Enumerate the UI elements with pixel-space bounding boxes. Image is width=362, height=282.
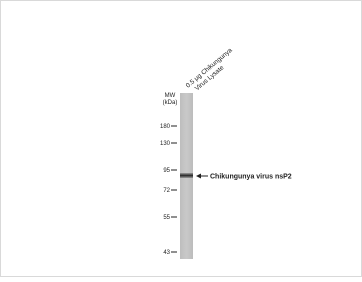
blot-figure: 0.5 μg Chikungunya Virus Lysate MW (kDa)…: [0, 0, 362, 277]
marker-label: 180: [160, 124, 171, 130]
marker-label: 43: [163, 250, 170, 256]
mw-title: MW: [165, 93, 176, 99]
mw-title: (kDa): [163, 100, 178, 106]
marker-label: 55: [163, 215, 170, 221]
band-label: Chikungunya virus nsP2: [210, 174, 292, 181]
marker-label: 130: [160, 141, 171, 147]
band: [180, 173, 193, 178]
marker-label: 72: [163, 188, 170, 194]
marker-label: 95: [163, 168, 170, 174]
